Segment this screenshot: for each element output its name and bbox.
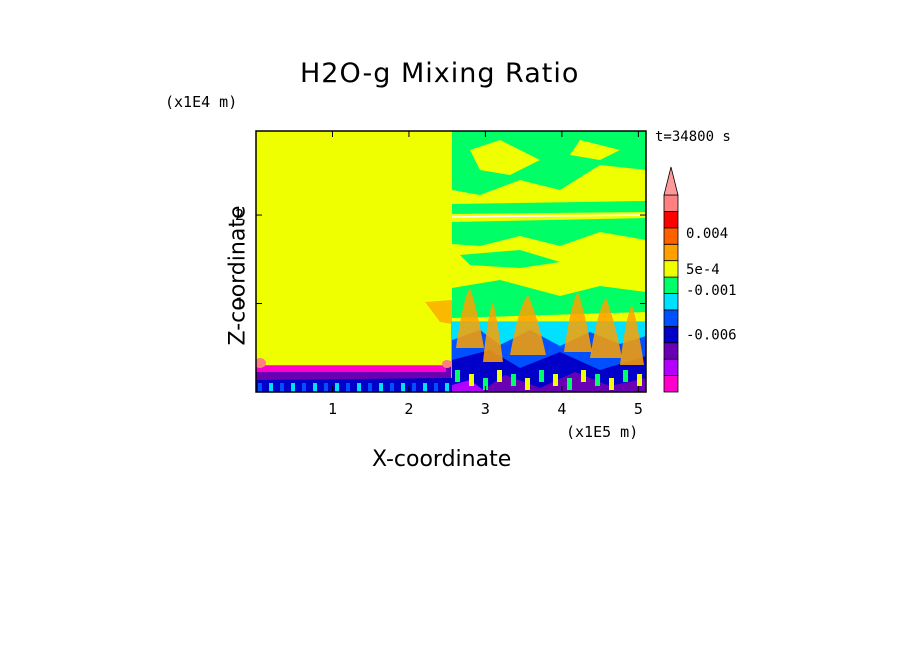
- colorbar-swatch: [663, 276, 679, 294]
- surface-streak: [291, 383, 295, 392]
- surface-streak: [511, 374, 516, 386]
- x-tick-label: 1: [328, 400, 337, 418]
- surface-streak: [581, 370, 586, 382]
- surface-streak: [609, 378, 614, 390]
- surface-streak: [445, 383, 449, 392]
- colorbar-swatch: [663, 260, 679, 278]
- surface-streak: [469, 374, 474, 386]
- colorbar-label: 0.004: [686, 226, 728, 242]
- plot-frame: [255, 130, 647, 393]
- surface-streak: [412, 383, 416, 392]
- colorbar-swatch: [663, 227, 679, 245]
- surface-streak: [497, 370, 502, 382]
- convective-plume: [456, 288, 484, 348]
- surface-streak: [302, 383, 306, 392]
- convective-plume: [620, 305, 644, 365]
- surface-streak: [623, 370, 628, 382]
- surface-streak: [335, 383, 339, 392]
- y-scale-label: (x1E4 m): [165, 93, 238, 111]
- field-region-0: [256, 131, 451, 366]
- surface-streak: [434, 383, 438, 392]
- colorbar-swatch: [663, 325, 679, 344]
- convective-plume: [510, 295, 546, 355]
- boundary-layer-core: [256, 372, 451, 382]
- boundary-layer-base: [256, 378, 470, 392]
- colorbar-swatch: [663, 342, 679, 360]
- x-tick-label: 5: [634, 400, 643, 418]
- colorbar-extend-arrow: [663, 166, 679, 196]
- x-tick-label: 2: [404, 400, 413, 418]
- surface-streak: [313, 383, 317, 392]
- surface-streak: [280, 383, 284, 392]
- colorbar-swatch: [663, 309, 679, 327]
- colorbar: 0.004 5e-4 -0.001 -0.006: [663, 166, 737, 393]
- surface-streak: [269, 383, 273, 392]
- surface-streak: [401, 383, 405, 392]
- colorbar-label: -0.006: [686, 328, 737, 344]
- colorbar-swatch: [663, 358, 679, 376]
- colorbar-swatch: [663, 243, 679, 262]
- colorbar-label: -0.001: [686, 283, 737, 299]
- dry-pocket: [470, 140, 540, 175]
- surface-streak: [379, 383, 383, 392]
- surface-streak: [423, 383, 427, 392]
- convective-plume: [564, 292, 592, 352]
- chart-title: H2O-g Mixing Ratio: [300, 58, 580, 89]
- surface-streak: [595, 374, 600, 386]
- surface-streak: [357, 383, 361, 392]
- band-edge: [451, 214, 646, 218]
- surface-streak: [637, 374, 642, 386]
- dry-pocket: [570, 140, 620, 160]
- surface-streak: [368, 383, 372, 392]
- x-scale-label: (x1E5 m): [566, 423, 639, 441]
- colorbar-label: 5e-4: [686, 262, 720, 278]
- convective-plume: [590, 298, 622, 358]
- moist-band: [452, 218, 646, 246]
- colorbar-swatch: [663, 375, 679, 393]
- surface-streak: [346, 383, 350, 392]
- edge-anomaly: [442, 360, 452, 368]
- x-axis-label: X-coordinate: [372, 447, 512, 472]
- lower-purple-layer: [480, 372, 646, 392]
- x-tick-label: 3: [481, 400, 490, 418]
- colorbar-swatch: [663, 293, 679, 311]
- contour-field: [256, 131, 646, 392]
- x-tick-label: 4: [557, 400, 566, 418]
- surface-streak: [525, 378, 530, 390]
- surface-streak: [455, 370, 460, 382]
- y-tick-label: 1: [235, 295, 244, 313]
- y-tick-label: 2: [235, 206, 244, 224]
- boundary-layer-top: [256, 366, 446, 374]
- y-axis-ticks: 12: [235, 206, 646, 313]
- surface-streak: [258, 383, 262, 392]
- moist-band: [452, 201, 646, 214]
- moist-band: [460, 250, 560, 268]
- colorbar-swatch: [663, 194, 679, 212]
- surface-streak: [567, 378, 572, 390]
- time-label: t=34800 s: [655, 129, 731, 145]
- surface-streak: [539, 370, 544, 382]
- surface-streak: [483, 378, 488, 390]
- surface-streak: [553, 374, 558, 386]
- colorbar-swatch: [663, 211, 679, 229]
- convective-plume: [483, 302, 503, 362]
- corner-anomaly: [256, 358, 266, 368]
- warm-patch: [425, 300, 452, 324]
- moist-band: [452, 280, 646, 318]
- surface-streak: [324, 383, 328, 392]
- surface-streak: [390, 383, 394, 392]
- x-axis-ticks: 1 2 3 4 5: [328, 131, 643, 418]
